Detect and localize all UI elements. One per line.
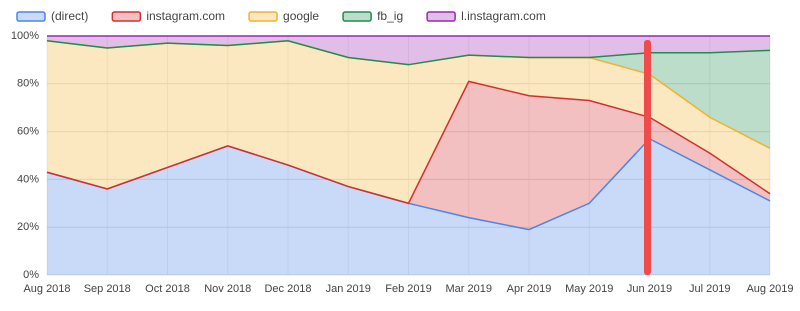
legend-label: fb_ig [377, 9, 403, 23]
x-tick-label: Feb 2019 [385, 283, 431, 295]
legend-swatch [16, 11, 46, 22]
legend-label: (direct) [51, 9, 88, 23]
area [47, 36, 770, 65]
legend: (direct) instagram.com google fb_ig l.instag… [16, 9, 546, 23]
legend-label: l.instagram.com [461, 9, 546, 23]
y-tick-label: 80% [17, 78, 39, 90]
area [47, 40, 770, 204]
y-tick-label: 0% [23, 269, 39, 281]
legend-swatch [426, 11, 456, 22]
x-tick-label: Jun 2019 [627, 283, 672, 295]
legend-swatch [342, 11, 372, 22]
x-tick-label: Mar 2019 [446, 283, 492, 295]
legend-label: instagram.com [146, 9, 225, 23]
x-tick-label: Jan 2019 [326, 283, 371, 295]
x-tick-label: Jul 2019 [689, 283, 731, 295]
area [47, 138, 770, 275]
x-tick-label: May 2019 [565, 283, 613, 295]
x-tick-label: Sep 2018 [84, 283, 131, 295]
y-tick-label: 20% [17, 221, 39, 233]
legend-label: google [283, 9, 319, 23]
legend-swatch [111, 11, 142, 22]
highlight-marker [644, 40, 651, 275]
axes: 0% 20% 40% 60% 80% 100% Aug 2018 Sep 2018 Oct 20… [11, 30, 794, 295]
area [47, 81, 770, 230]
x-tick-label: Aug 2019 [746, 283, 793, 295]
y-tick-label: 60% [17, 126, 39, 138]
y-tick-label: 40% [17, 173, 39, 185]
x-tick-label: Oct 2018 [145, 283, 190, 295]
x-tick-label: Apr 2019 [507, 283, 552, 295]
x-tick-label: Nov 2018 [204, 283, 251, 295]
x-tick-label: Aug 2018 [23, 283, 70, 295]
areas [47, 36, 770, 275]
x-tick-label: Dec 2018 [264, 283, 311, 295]
legend-swatch [248, 11, 278, 22]
y-tick-label: 100% [11, 30, 39, 42]
